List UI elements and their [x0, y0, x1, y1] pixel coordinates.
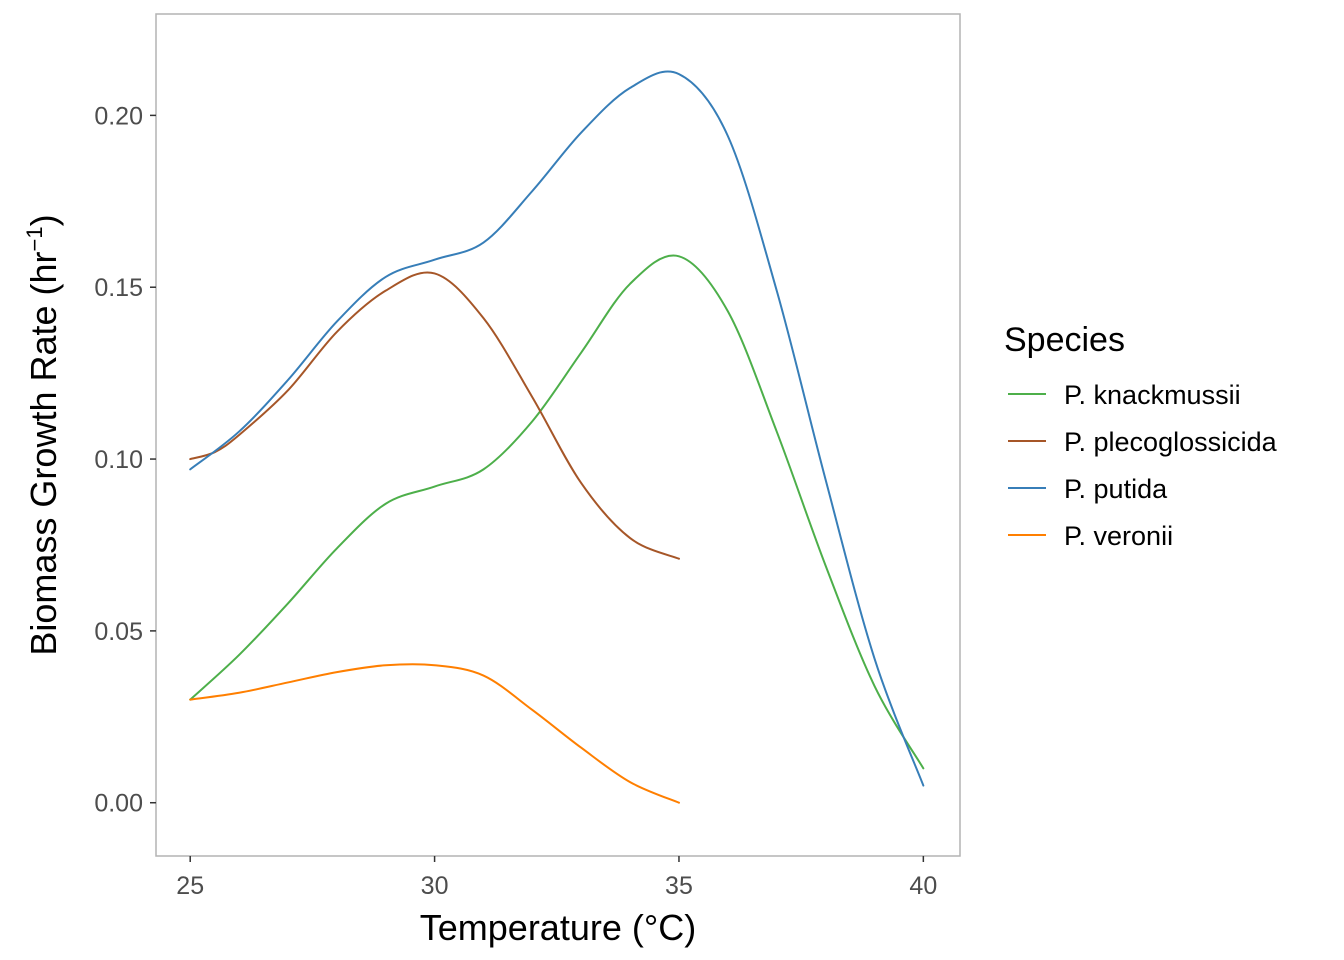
series-layer [189, 70, 925, 804]
legend-label-1: P. knackmussii [1064, 380, 1241, 410]
x-tick-label: 35 [665, 872, 693, 900]
y-tick-label: 0.15 [94, 274, 143, 302]
x-tick-label: 30 [421, 872, 449, 900]
legend-label-2: P. plecoglossicida [1064, 427, 1278, 457]
legend: Species P. knackmussii P. plecoglossicida… [1004, 321, 1278, 551]
plot-panel [155, 13, 961, 857]
y-axis-title-close: ) [23, 214, 64, 226]
y-axis-title: Biomass Growth Rate (hr−1) [22, 214, 64, 655]
x-tick-label: 40 [909, 872, 937, 900]
series-line-2 [189, 271, 680, 560]
y-axis-ticks: 0.00 0.05 0.10 0.15 0.20 [94, 102, 156, 818]
y-tick-label: 0.20 [94, 102, 143, 130]
x-tick-label: 25 [176, 872, 204, 900]
series-line-1 [189, 254, 925, 770]
y-tick-label: 0.05 [94, 618, 143, 646]
legend-title: Species [1004, 321, 1125, 359]
y-axis-title-superscript: −1 [22, 226, 47, 251]
legend-items: P. knackmussii P. plecoglossicida P. putid… [1008, 380, 1278, 551]
y-axis-title-main: Biomass Growth Rate (hr [23, 251, 64, 655]
series-line-3 [189, 70, 925, 787]
x-axis-title: Temperature (°C) [420, 907, 696, 948]
series-line-4 [189, 663, 680, 804]
y-tick-label: 0.10 [94, 446, 143, 474]
y-tick-label: 0.00 [94, 790, 143, 818]
legend-label-3: P. putida [1064, 474, 1168, 504]
x-axis-ticks: 25 30 35 40 [176, 856, 937, 900]
legend-label-4: P. veronii [1064, 521, 1173, 551]
